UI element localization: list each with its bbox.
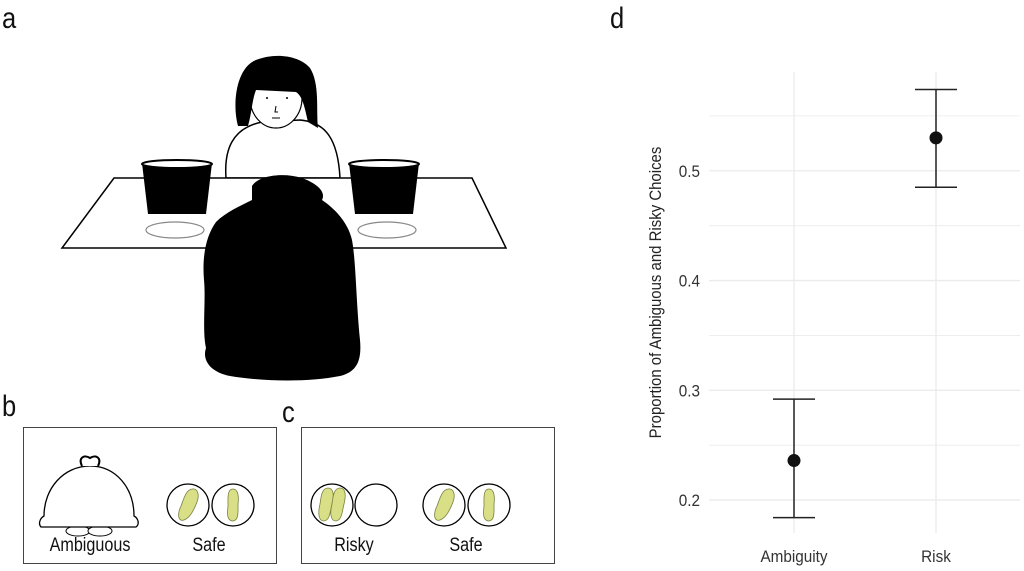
ambiguous-vs-safe-panel: Ambiguous Safe — [23, 427, 277, 564]
risky-option-cups — [310, 483, 398, 527]
y-axis-title: Proportion of Ambiguous and Risky Choice… — [647, 147, 665, 439]
peanut-icon — [434, 488, 455, 521]
x-tick-label: Ambiguity — [760, 547, 828, 566]
covered-dome-icon — [38, 455, 139, 537]
ambiguous-vs-safe-graphic — [38, 455, 255, 537]
experiment-setup-illustration — [60, 55, 508, 381]
y-tick-label: 0.5 — [679, 162, 700, 181]
option-label-ambiguous: Ambiguous — [49, 535, 131, 556]
x-tick-label: Risk — [921, 547, 952, 566]
option-label-safe-b: Safe — [192, 535, 226, 556]
option-label-safe-c: Safe — [449, 535, 483, 556]
safe-option-cups-b — [166, 483, 255, 527]
option-label-risky: Risky — [334, 535, 374, 556]
data-point — [929, 131, 943, 145]
panel-label-b: b — [2, 390, 17, 423]
peanut-icon — [178, 488, 199, 521]
y-tick-label: 0.3 — [679, 382, 700, 401]
data-point — [787, 454, 801, 468]
y-tick-label: 0.4 — [679, 272, 700, 291]
panel-label-c: c — [282, 396, 295, 429]
y-tick-label: 0.2 — [679, 491, 700, 510]
peanut-icon — [330, 487, 346, 522]
bucket-right — [348, 159, 420, 214]
y-tick-labels: 0.2 0.3 0.4 0.5 — [679, 162, 700, 510]
peanut-icon — [483, 488, 495, 522]
safe-option-cups-c — [422, 483, 511, 527]
peanut-icon — [227, 488, 239, 522]
risky-vs-safe-graphic — [310, 483, 511, 527]
plate-right — [357, 221, 417, 239]
bucket-left — [141, 159, 213, 214]
plate-left — [145, 221, 205, 239]
data-marks — [773, 88, 957, 519]
panel-label-d: d — [610, 2, 625, 35]
experimenter-figure — [224, 55, 341, 179]
panel-label-a: a — [2, 2, 17, 35]
grid-lines — [709, 72, 1020, 533]
risky-vs-safe-panel: Risky Safe — [301, 427, 555, 564]
chimpanzee-silhouette — [203, 175, 361, 381]
x-tick-labels: Ambiguity Risk — [760, 547, 951, 566]
